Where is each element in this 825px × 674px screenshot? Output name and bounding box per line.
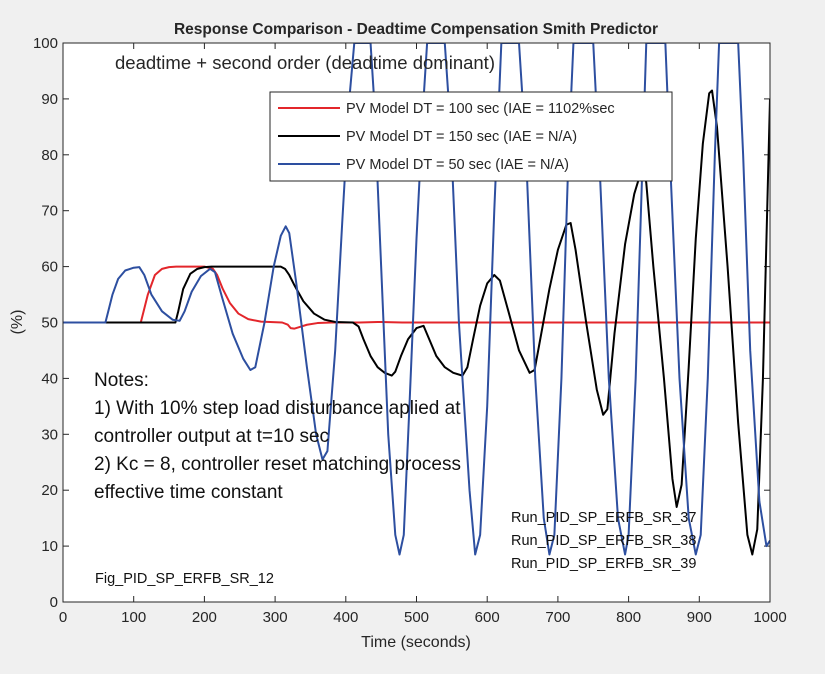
chart-title: Response Comparison - Deadtime Compensat…	[174, 21, 658, 38]
y-tick-label: 90	[41, 91, 58, 108]
y-tick-label: 30	[41, 426, 58, 443]
chart-subtitle: deadtime + second order (deadtime domina…	[115, 52, 495, 73]
y-tick-label: 70	[41, 203, 58, 220]
x-tick-label: 800	[616, 609, 641, 626]
axes-box	[62, 42, 771, 603]
legend-entry-dt100: PV Model DT = 100 sec (IAE = 1102%sec	[346, 101, 615, 117]
x-tick-label: 300	[263, 609, 288, 626]
legend-entry-dt50: PV Model DT = 50 sec (IAE = N/A)	[346, 157, 569, 173]
notes-annotation: Notes: 1) With 10% step load disturbance…	[94, 370, 461, 503]
x-tick-label: 500	[404, 609, 429, 626]
x-tick-label: 200	[192, 609, 217, 626]
x-tick-label: 400	[333, 609, 358, 626]
x-tick-label: 600	[475, 609, 500, 626]
x-tick-label: 0	[59, 609, 67, 626]
run-label-37: Run_PID_SP_ERFB_SR_37	[511, 510, 696, 526]
x-tick-label: 100	[121, 609, 146, 626]
y-tick-label: 60	[41, 259, 58, 276]
notes-line-2: controller output at t=10 sec	[94, 426, 329, 447]
notes-line-4: effective time constant	[94, 482, 283, 503]
y-tick-label: 50	[41, 315, 58, 332]
x-tick-label: 900	[687, 609, 712, 626]
notes-line-3: 2) Kc = 8, controller reset matching pro…	[94, 454, 461, 475]
y-tick-label: 20	[41, 482, 58, 499]
figure-id-label: Fig_PID_SP_ERFB_SR_12	[95, 571, 274, 587]
series-line-dt100	[63, 265, 770, 330]
x-axis-label: Time (seconds)	[361, 634, 471, 651]
notes-line-1: 1) With 10% step load disturbance aplied…	[94, 398, 461, 419]
y-tick-label: 100	[33, 35, 58, 52]
run-labels: Run_PID_SP_ERFB_SR_37 Run_PID_SP_ERFB_SR…	[511, 510, 696, 572]
y-axis-label: (%)	[9, 310, 26, 335]
y-axis-ticks: 0 10 20 30 40 50 60 70 80 90 100	[33, 35, 770, 611]
run-label-38: Run_PID_SP_ERFB_SR_38	[511, 533, 696, 549]
notes-heading: Notes:	[94, 370, 149, 391]
series-line-dt50	[63, 43, 770, 556]
x-tick-label: 700	[545, 609, 570, 626]
y-tick-label: 10	[41, 538, 58, 555]
y-tick-label: 80	[41, 147, 58, 164]
x-tick-label: 1000	[753, 609, 786, 626]
legend-entry-dt150: PV Model DT = 150 sec (IAE = N/A)	[346, 129, 577, 145]
x-axis-ticks: 0 100 200 300 400 500 600 700 800 900 1000	[59, 43, 787, 626]
y-tick-label: 0	[50, 594, 58, 611]
y-tick-label: 40	[41, 370, 58, 387]
series-layer	[63, 43, 770, 556]
series-line-dt150	[63, 89, 770, 556]
legend: PV Model DT = 100 sec (IAE = 1102%sec PV…	[269, 91, 673, 182]
run-label-39: Run_PID_SP_ERFB_SR_39	[511, 556, 696, 572]
